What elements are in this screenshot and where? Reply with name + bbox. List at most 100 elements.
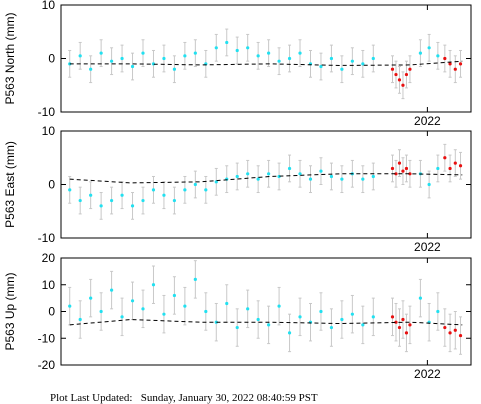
data-point	[225, 40, 229, 45]
data-point	[394, 320, 398, 324]
data-point	[246, 307, 250, 311]
data-point	[151, 283, 156, 287]
data-point	[371, 174, 375, 179]
data-point	[235, 48, 239, 53]
data-point	[193, 51, 197, 55]
y-tick-label: 20	[42, 251, 56, 265]
data-point	[340, 67, 344, 71]
y-tick-label: -10	[38, 331, 56, 345]
data-point	[78, 317, 82, 322]
model-line	[69, 60, 463, 66]
data-point	[436, 309, 440, 314]
data-point	[436, 54, 440, 58]
data-point	[443, 325, 447, 330]
data-point	[397, 161, 402, 165]
data-point	[453, 67, 457, 71]
data-point	[99, 51, 103, 55]
data-point	[99, 309, 103, 314]
data-point	[267, 172, 271, 176]
data-point	[162, 193, 166, 197]
data-point	[329, 174, 334, 179]
data-point	[120, 193, 124, 197]
data-point	[427, 182, 431, 187]
data-point	[329, 56, 334, 61]
data-point	[394, 172, 398, 176]
data-point	[172, 293, 177, 298]
data-point	[319, 309, 323, 314]
data-point	[235, 325, 239, 330]
data-point	[151, 188, 156, 192]
data-point	[408, 67, 412, 71]
y-axis-label: P563 North (mm)	[3, 12, 17, 104]
data-point	[394, 72, 398, 77]
data-point	[89, 67, 93, 71]
data-point	[256, 317, 260, 322]
data-point	[448, 166, 452, 171]
data-point	[390, 166, 395, 171]
data-point	[340, 177, 344, 181]
data-point	[204, 309, 208, 314]
data-point	[89, 296, 93, 300]
x-tick-label: 2022	[414, 367, 441, 381]
data-point	[256, 177, 260, 181]
data-point	[361, 177, 365, 181]
data-point	[204, 188, 208, 192]
data-point	[298, 172, 302, 176]
data-point	[214, 320, 218, 324]
y-tick-label: -10	[38, 231, 56, 245]
y-tick-label: -10	[38, 105, 56, 119]
data-point	[319, 64, 323, 69]
data-point	[404, 331, 409, 335]
y-tick-label: 10	[42, 124, 56, 138]
data-point	[109, 198, 114, 203]
data-point	[443, 56, 447, 61]
panel: -10 0 10 2022 P563 East (mm)	[3, 124, 472, 254]
data-point	[130, 204, 135, 208]
data-point	[267, 323, 271, 327]
data-point	[371, 315, 375, 319]
panel: -10 0 10 2022 P563 North (mm)	[3, 0, 472, 128]
data-point	[350, 312, 354, 316]
data-point	[183, 54, 187, 58]
data-point	[397, 78, 402, 82]
data-point	[277, 59, 281, 63]
data-point	[361, 323, 365, 327]
data-point	[418, 296, 423, 300]
data-point	[214, 46, 218, 50]
data-point	[89, 193, 93, 197]
y-tick-label: -20	[38, 358, 56, 372]
x-tick-label: 2022	[414, 240, 441, 254]
panel: -20 -10 0 10 20 2022 P563 Up (mm)	[3, 251, 472, 381]
y-tick-label: 0	[48, 178, 55, 192]
data-point	[401, 83, 405, 87]
data-point	[99, 204, 103, 208]
data-point	[246, 172, 250, 176]
data-point	[390, 67, 395, 71]
data-point	[287, 56, 292, 61]
data-point	[193, 182, 197, 187]
data-point	[78, 54, 82, 58]
data-point	[256, 54, 260, 58]
y-axis-label: P563 Up (mm)	[3, 272, 17, 350]
data-point	[277, 304, 281, 308]
data-point	[418, 51, 423, 55]
data-point	[390, 315, 395, 319]
data-point	[340, 317, 344, 322]
data-point	[162, 312, 166, 316]
data-point	[141, 307, 145, 311]
data-point	[453, 328, 457, 332]
data-point	[183, 188, 187, 192]
data-point	[401, 169, 405, 173]
data-point	[350, 59, 354, 63]
data-point	[109, 288, 114, 292]
data-point	[408, 172, 412, 176]
data-point	[404, 72, 409, 77]
data-point	[120, 315, 124, 319]
y-tick-label: 0	[48, 52, 55, 66]
data-point	[287, 166, 292, 171]
data-point	[235, 174, 239, 179]
data-point	[130, 299, 135, 303]
x-tick-label: 2022	[414, 114, 441, 128]
footer: Plot Last Updated: Sunday, January 30, 2…	[50, 392, 318, 404]
